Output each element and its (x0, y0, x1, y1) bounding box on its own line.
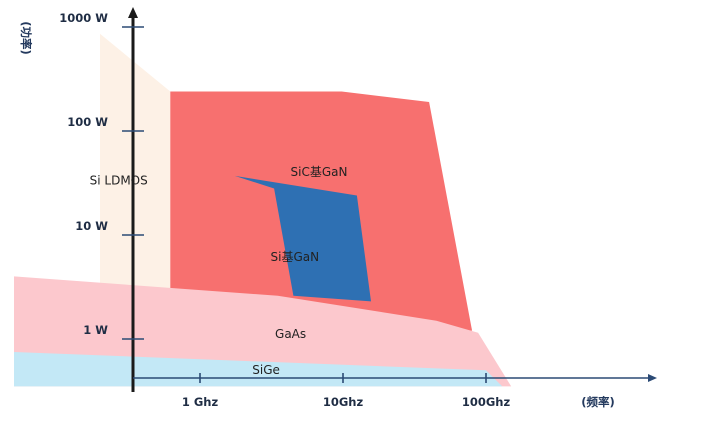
x-tick-label: 100Ghz (462, 395, 511, 409)
y-tick-label: 1000 W (59, 11, 108, 25)
y-axis-arrow (128, 7, 138, 18)
x-axis-arrow (648, 374, 657, 382)
y-axis-title: (功率) (19, 21, 33, 55)
region-si-ldmos (100, 33, 171, 296)
regions-layer (14, 33, 512, 387)
region-label-si-ldmos: Si LDMOS (90, 174, 148, 188)
region-label-sige: SiGe (252, 363, 280, 377)
region-si-gan (234, 175, 371, 302)
y-tick-label: 100 W (67, 115, 108, 129)
y-tick-label: 1 W (83, 323, 108, 337)
x-axis-title: (频率) (581, 395, 615, 409)
region-label-sic-gan: SiC基GaN (291, 165, 348, 179)
x-tick-label: 10Ghz (323, 395, 364, 409)
axes-layer: 1 W 10 W 100 W 1000 W 1 Ghz 10Ghz 100Ghz (59, 7, 657, 409)
x-tick-label: 1 Ghz (182, 395, 219, 409)
region-label-gaas: GaAs (275, 327, 306, 341)
region-label-si-gan: Si基GaN (271, 250, 320, 264)
y-tick-label: 10 W (75, 219, 108, 233)
